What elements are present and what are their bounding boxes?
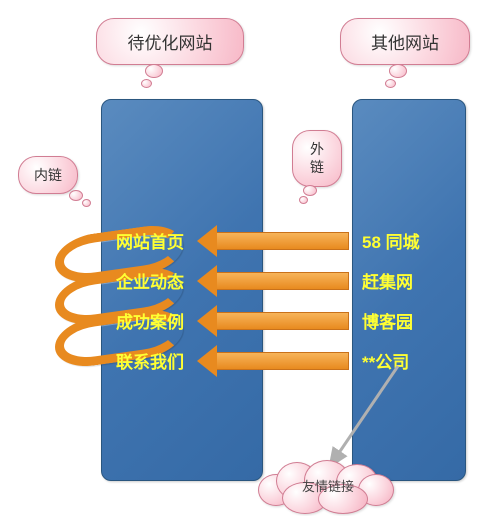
left-item: 联系我们 <box>116 348 184 373</box>
right-item: 58 同城 <box>362 228 420 253</box>
bubble-site-to-optimize: 待优化网站 <box>96 18 244 65</box>
left-item: 成功案例 <box>116 308 184 333</box>
link-arrow <box>215 272 349 290</box>
link-arrow <box>215 312 349 330</box>
link-arrow <box>215 232 349 250</box>
bubble-text: 内链 <box>34 167 62 183</box>
bubble-text: 待优化网站 <box>128 34 213 53</box>
bubble-external-link: 外链 <box>292 130 342 187</box>
right-item: **公司 <box>362 348 409 373</box>
bubble-text: 其他网站 <box>371 34 439 53</box>
cloud-text: 友情链接 <box>258 476 398 495</box>
left-item: 企业动态 <box>116 268 184 293</box>
left-item: 网站首页 <box>116 228 184 253</box>
diagram-stage: 待优化网站 其他网站 内链 外链 网站首页 企业动态 成功案例 联系我们 58 … <box>0 0 500 516</box>
bubble-text: 外链 <box>310 141 324 175</box>
right-item: 博客园 <box>362 308 413 333</box>
cloud-friend-link: 友情链接 <box>258 460 398 510</box>
link-arrow <box>215 352 349 370</box>
bubble-internal-link: 内链 <box>18 156 78 194</box>
right-item: 赶集网 <box>362 268 413 293</box>
bubble-other-sites: 其他网站 <box>340 18 470 65</box>
